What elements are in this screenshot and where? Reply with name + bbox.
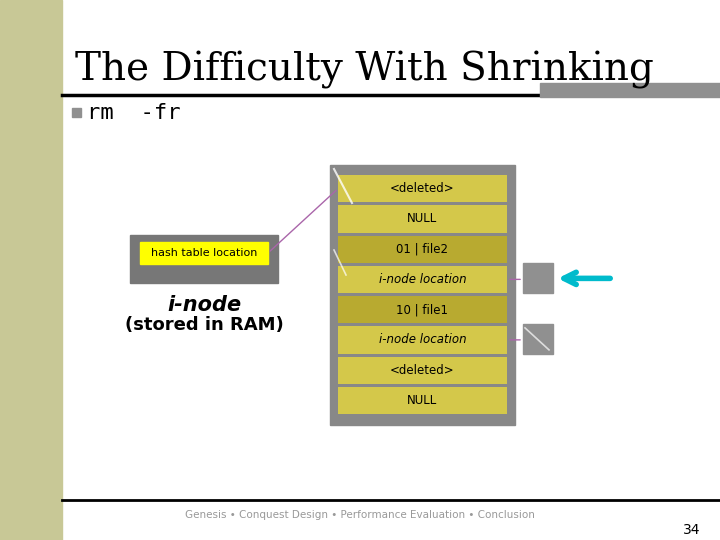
Bar	[130, 235, 278, 283]
Text: NULL: NULL	[408, 212, 438, 225]
Bar	[330, 165, 515, 425]
Text: hash table location: hash table location	[150, 248, 257, 258]
Bar	[523, 324, 553, 354]
Bar	[540, 83, 720, 97]
Text: 34: 34	[683, 523, 700, 537]
Text: <deleted>: <deleted>	[390, 182, 455, 195]
Bar	[338, 326, 507, 354]
Bar	[72, 108, 81, 117]
Bar	[338, 266, 507, 293]
Bar	[338, 356, 507, 384]
Text: rm  -fr: rm -fr	[87, 103, 181, 123]
Text: 01 | file2: 01 | file2	[397, 242, 449, 255]
Text: NULL: NULL	[408, 394, 438, 407]
Bar	[523, 264, 553, 293]
Text: (stored in RAM): (stored in RAM)	[125, 316, 284, 334]
Bar	[338, 205, 507, 233]
Bar	[140, 242, 268, 264]
Bar	[0, 0, 62, 540]
Text: 10 | file1: 10 | file1	[397, 303, 449, 316]
Text: i-node: i-node	[167, 295, 241, 315]
Text: Genesis • Conquest Design • Performance Evaluation • Conclusion: Genesis • Conquest Design • Performance …	[185, 510, 535, 520]
Text: <deleted>: <deleted>	[390, 363, 455, 376]
Bar	[338, 175, 507, 202]
Bar	[338, 296, 507, 323]
Text: i-node location: i-node location	[379, 273, 467, 286]
Bar	[338, 235, 507, 263]
Bar	[338, 387, 507, 414]
Text: i-node location: i-node location	[379, 333, 467, 346]
Text: The Difficulty With Shrinking: The Difficulty With Shrinking	[75, 51, 654, 89]
